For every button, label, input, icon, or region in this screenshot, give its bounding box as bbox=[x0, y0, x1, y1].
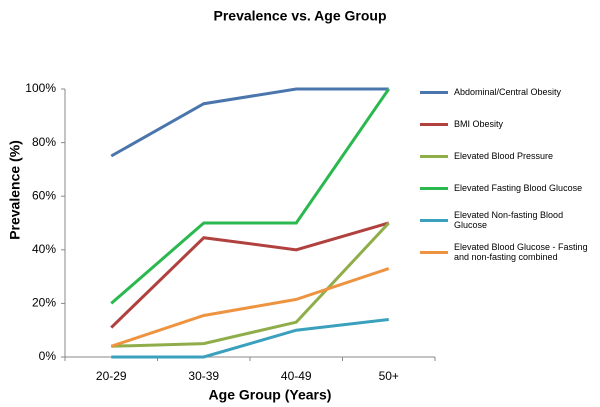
legend-label: Abdominal/Central Obesity bbox=[454, 87, 562, 97]
series-line bbox=[110, 221, 390, 329]
legend-item: Abdominal/Central Obesity bbox=[420, 76, 590, 108]
series-line bbox=[111, 317, 389, 359]
legend-swatch bbox=[420, 154, 448, 158]
x-tick-label: 30-39 bbox=[188, 369, 219, 383]
series-line bbox=[110, 267, 390, 348]
x-tick-label: 40-49 bbox=[281, 369, 312, 383]
legend-item: Elevated Fasting Blood Glucose bbox=[420, 172, 590, 204]
legend-label: Elevated Blood Pressure bbox=[454, 151, 554, 161]
legend-label: BMI Obesity bbox=[454, 119, 504, 129]
y-tick-label: 20% bbox=[32, 296, 56, 310]
y-tick-label: 0% bbox=[39, 349, 57, 363]
legend-swatch bbox=[420, 90, 448, 94]
legend-swatch bbox=[420, 186, 448, 190]
legend-item: Elevated Blood Glucose - Fasting and non… bbox=[420, 236, 590, 268]
chart-title: Prevalence vs. Age Group bbox=[214, 8, 387, 24]
y-tick-label: 40% bbox=[32, 242, 56, 256]
legend-swatch bbox=[420, 218, 448, 222]
x-tick-label: 50+ bbox=[379, 369, 399, 383]
y-tick-label: 100% bbox=[25, 81, 56, 95]
series-line bbox=[110, 87, 389, 158]
legend-label: Elevated Fasting Blood Glucose bbox=[454, 183, 583, 193]
legend-label: Elevated Non-fasting Blood Glucose bbox=[454, 210, 564, 230]
series-line bbox=[111, 221, 390, 348]
legend-label: Elevated Blood Glucose - Fasting and non… bbox=[454, 242, 588, 262]
legend-item: BMI Obesity bbox=[420, 108, 590, 140]
y-axis-label: Prevalence (%) bbox=[7, 140, 23, 240]
legend-swatch bbox=[420, 122, 448, 126]
series-line bbox=[110, 88, 390, 305]
y-tick-label: 60% bbox=[32, 188, 56, 202]
legend-swatch bbox=[420, 250, 448, 254]
legend-item: Elevated Blood Pressure bbox=[420, 140, 590, 172]
legend: Abdominal/Central Obesity BMI Obesity Elev… bbox=[420, 76, 590, 268]
legend-item: Elevated Non-fasting Blood Glucose bbox=[420, 204, 590, 236]
x-axis-label: Age Group (Years) bbox=[209, 387, 332, 403]
y-tick-label: 80% bbox=[32, 135, 56, 149]
x-tick-label: 20-29 bbox=[96, 369, 127, 383]
